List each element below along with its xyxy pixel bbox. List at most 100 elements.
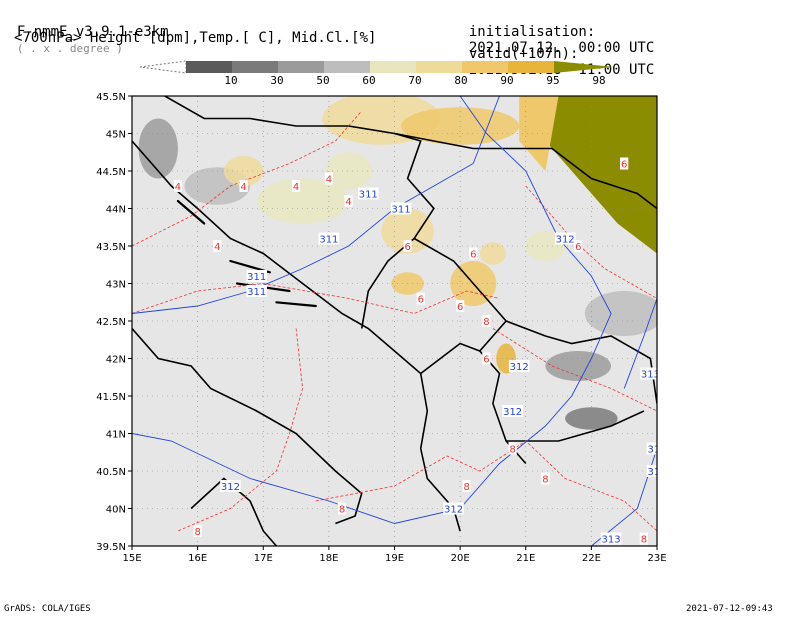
temp-label: 4 — [175, 182, 181, 193]
height-label: 313 — [641, 370, 660, 381]
colorbar-segment — [462, 61, 508, 73]
temp-label-bg — [508, 442, 517, 455]
model-name: F-nmmE_v3.9.1-e3km — [16, 24, 169, 40]
cloud-patch — [138, 118, 178, 179]
temp-label-bg — [482, 315, 491, 327]
lat-tick-label: 45N — [106, 130, 126, 141]
temp-label-bg — [620, 157, 629, 170]
colorbar-label: 90 — [500, 74, 514, 87]
lon-tick-label: 16E — [188, 553, 207, 564]
lon-tick-label: 21E — [516, 553, 535, 564]
height-label: 312 — [510, 362, 529, 373]
colorbar-label: 50 — [316, 74, 330, 87]
lat-tick-label: 45.5N — [96, 92, 126, 103]
colorbar-segment — [508, 61, 554, 73]
cloud-patch — [565, 407, 618, 430]
temp-label-bg — [337, 502, 347, 515]
height-label: 312 — [556, 235, 575, 246]
temperature-contour — [525, 185, 657, 299]
cloud-patch — [479, 242, 507, 265]
temp-label: 4 — [345, 197, 351, 208]
temp-label: 6 — [575, 242, 581, 253]
colorbar-segment — [324, 61, 370, 73]
height-label: 313 — [647, 445, 666, 456]
temp-label-bg — [574, 240, 583, 252]
height-label: 312 — [221, 482, 240, 493]
temp-label: 6 — [483, 355, 489, 366]
cloud-patch — [256, 178, 349, 224]
temp-label: 4 — [240, 182, 246, 193]
colorbar-segment — [416, 61, 462, 73]
weather-map: 311 311 311 311 311 312 312 312 312 312 313 313 313 3… — [96, 92, 666, 564]
height-label-bg — [220, 480, 241, 492]
colorbar-label: 80 — [454, 74, 468, 87]
temp-label: 4 — [326, 175, 332, 186]
temp-label-bg — [324, 172, 333, 185]
height-label-bg — [318, 232, 340, 245]
lat-tick-label: 43.5N — [96, 242, 126, 253]
temp-label-bg — [213, 240, 222, 252]
cloud-patch — [584, 291, 657, 336]
colorbar-segment — [370, 61, 416, 73]
height-contour — [132, 96, 612, 524]
island — [275, 301, 317, 308]
lat-tick-label: 44.5N — [96, 167, 126, 178]
height-label-bg — [246, 270, 267, 282]
temp-label-bg — [639, 532, 648, 545]
temp-label-bg — [239, 180, 248, 192]
height-label: 311 — [359, 190, 378, 201]
temp-label: 8 — [641, 535, 647, 546]
lat-tick-label: 41N — [106, 430, 126, 441]
height-label-bg — [357, 187, 379, 200]
lon-tick-label: 23E — [647, 553, 666, 564]
temperature-contour — [132, 110, 363, 247]
lat-tick-label: 39.5N — [96, 542, 126, 553]
colorbar-label: 60 — [362, 74, 376, 87]
colorbar-label: 10 — [224, 74, 238, 87]
coastline-border — [190, 477, 278, 546]
colorbar — [140, 60, 614, 74]
height-label-bg — [640, 367, 657, 380]
height-label: 311 — [247, 272, 266, 283]
init-label: initialisation: — [468, 24, 596, 40]
temp-label-bg — [462, 480, 471, 492]
height-label: 313 — [602, 535, 621, 546]
coastline-border — [164, 96, 435, 329]
height-label-bg — [390, 202, 412, 215]
cloud-patch — [223, 156, 264, 186]
footer-credit: GrADS: COLA/IGES — [4, 604, 91, 614]
height-label-bg — [508, 360, 530, 372]
coastline-border — [132, 140, 461, 532]
temp-label: 6 — [418, 295, 424, 306]
cloud-patch — [519, 96, 559, 171]
coastline-border — [506, 410, 645, 442]
height-label: 312 — [503, 407, 522, 418]
temp-label-bg — [291, 180, 301, 192]
colorbar-segment — [186, 61, 232, 73]
init-time: initialisation: 2021.07.12. 00:00 UTC — [452, 8, 654, 56]
lat-tick-label: 42N — [106, 355, 126, 366]
height-label-bg — [646, 465, 657, 477]
temp-label: 6 — [457, 302, 463, 313]
height-label-bg — [600, 532, 622, 545]
model-title: F-nmmE_v3.9.1-e3km ( . x . degree ) — [0, 8, 169, 57]
temp-label: 8 — [542, 475, 548, 486]
temp-label-bg — [403, 240, 412, 252]
height-label: 311 — [247, 287, 266, 298]
temp-label: 8 — [194, 527, 200, 538]
height-label-bg — [554, 232, 576, 245]
temp-label: 4 — [214, 242, 220, 253]
lat-tick-label: 41.5N — [96, 392, 126, 403]
height-contour — [623, 298, 657, 389]
height-label: 311 — [392, 205, 411, 216]
lon-tick-label: 15E — [122, 553, 141, 564]
temp-label-bg — [344, 195, 353, 207]
temp-label: 8 — [339, 505, 345, 516]
height-label: 311 — [319, 235, 338, 246]
height-label: 313 — [647, 467, 666, 478]
height-label-bg — [443, 502, 464, 515]
high-cloud-region — [525, 96, 657, 254]
colorbar-label: 30 — [270, 74, 284, 87]
temp-label: 8 — [464, 482, 470, 493]
coastline-border — [505, 320, 657, 404]
